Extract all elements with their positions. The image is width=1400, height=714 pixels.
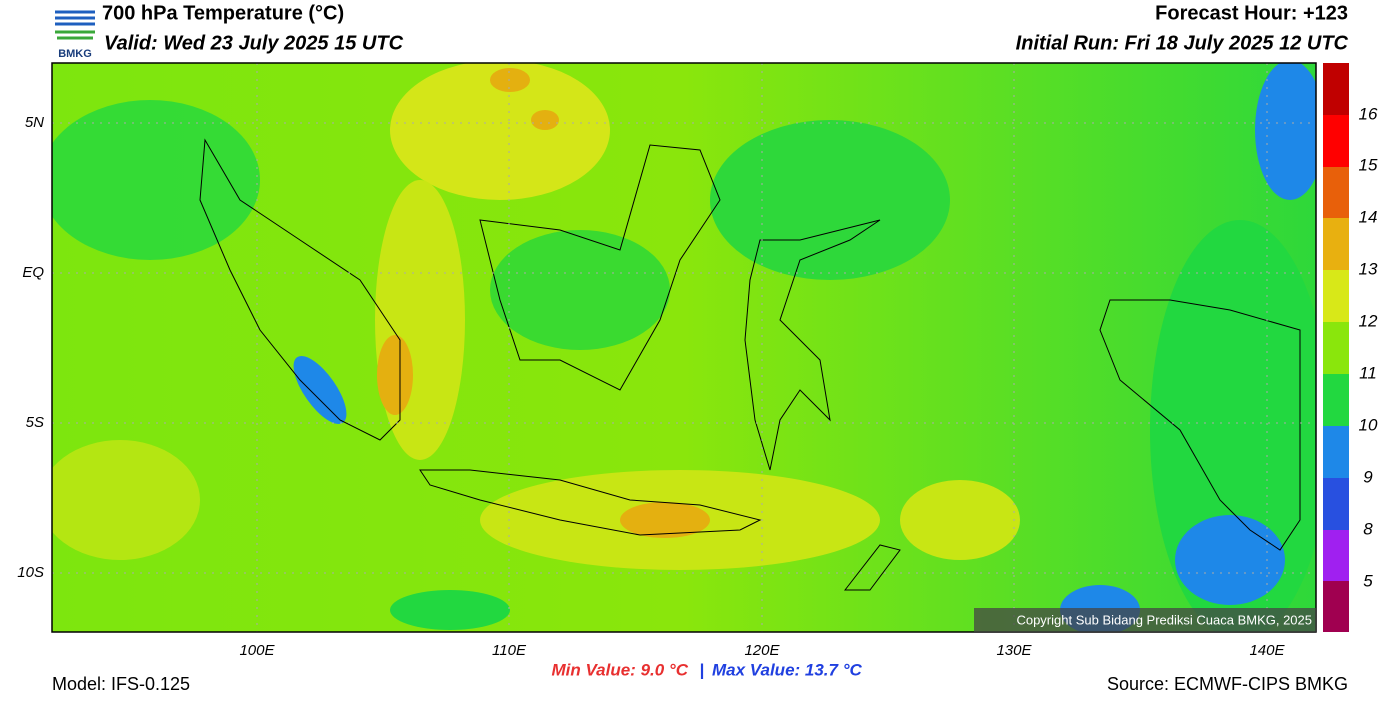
lat-label: EQ — [22, 264, 44, 281]
lon-label: 130E — [996, 642, 1032, 659]
colorbar-label: 10 — [1359, 415, 1378, 434]
forecast-hour: Forecast Hour: +123 — [1155, 2, 1348, 24]
title: 700 hPa Temperature (°C) — [102, 2, 344, 24]
min-value: Min Value: 9.0 °C — [551, 660, 688, 679]
copyright: Copyright Sub Bidang Prediksi Cuaca BMKG… — [1016, 612, 1312, 627]
max-value: Max Value: 13.7 °C — [712, 660, 863, 679]
lat-label: 5N — [25, 114, 44, 131]
colorbar-label: 13 — [1359, 259, 1378, 278]
separator: | — [700, 660, 705, 679]
colorbar — [1323, 63, 1349, 632]
initial-run: Initial Run: Fri 18 July 2025 12 UTC — [1016, 32, 1349, 54]
map-frame — [51, 62, 1317, 633]
source: Source: ECMWF-CIPS BMKG — [1107, 674, 1348, 694]
lat-label: 10S — [17, 564, 44, 581]
colorbar-label: 8 — [1363, 519, 1373, 538]
logo: BMKG — [54, 1, 96, 60]
colorbar-label: 15 — [1359, 155, 1378, 174]
colorbar-label: 16 — [1359, 104, 1378, 123]
temperature-field — [52, 63, 1316, 632]
colorbar-label: 11 — [1359, 363, 1377, 382]
copyright-box — [974, 608, 1316, 632]
logo-text: BMKG — [58, 48, 92, 60]
colorbar-label: 12 — [1359, 311, 1378, 330]
graticule — [52, 63, 1316, 632]
lon-label: 140E — [1249, 642, 1285, 659]
model: Model: IFS-0.125 — [52, 674, 190, 694]
colorbar-label: 14 — [1359, 207, 1378, 226]
lon-label: 100E — [239, 642, 275, 659]
lat-label: 5S — [26, 414, 44, 431]
valid-time: Valid: Wed 23 July 2025 15 UTC — [104, 32, 404, 54]
lon-label: 120E — [744, 642, 780, 659]
coastlines — [199, 138, 1301, 591]
colorbar-label: 9 — [1363, 467, 1373, 486]
lon-label: 110E — [492, 642, 527, 659]
colorbar-label: 5 — [1363, 571, 1373, 590]
